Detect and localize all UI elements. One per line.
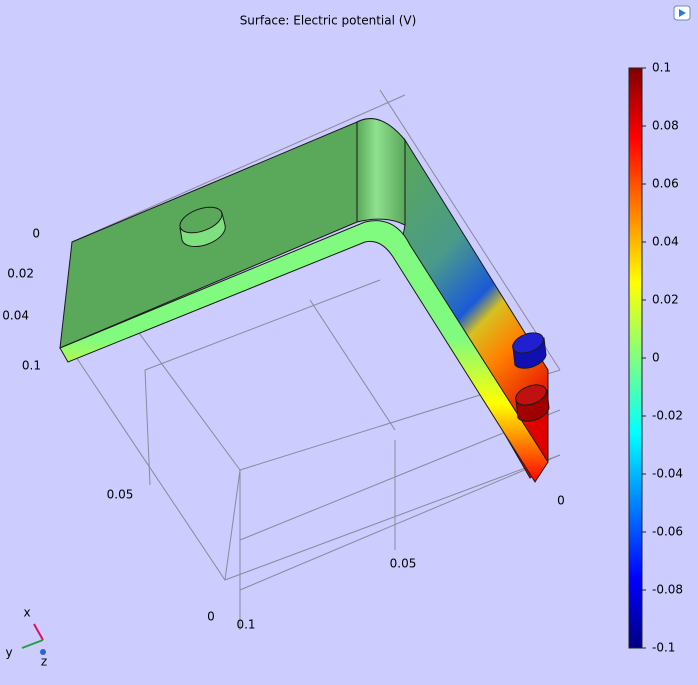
axis-tick-label: 0 bbox=[207, 610, 215, 624]
colorbar bbox=[628, 67, 643, 649]
plot-title: Surface: Electric potential (V) bbox=[240, 14, 417, 28]
red-terminal bbox=[515, 384, 550, 422]
triad bbox=[21, 623, 46, 655]
triad-label: z bbox=[41, 655, 47, 669]
logo bbox=[673, 5, 691, 21]
axis-tick-label: 0.1 bbox=[236, 618, 255, 632]
colorbar-tick-label: 0.04 bbox=[652, 235, 679, 249]
geometry bbox=[59, 118, 550, 483]
bend bbox=[356, 118, 406, 226]
axis-tick-label: 0.05 bbox=[107, 488, 134, 502]
colorbar-tick-label: 0.06 bbox=[652, 177, 679, 191]
triad-label: y bbox=[5, 646, 12, 660]
axis-tick-label: 0 bbox=[557, 494, 565, 508]
front-strip bbox=[59, 220, 549, 483]
axis-tick-label: 0.04 bbox=[2, 309, 29, 323]
colorbar-tick-label: -0.1 bbox=[652, 641, 675, 655]
colorbar-tick-label: -0.08 bbox=[652, 583, 683, 597]
boss bbox=[179, 206, 226, 248]
axis-tick-label: 0 bbox=[32, 227, 40, 241]
colorbar-tick-label: 0.1 bbox=[652, 61, 671, 75]
axis-tick-label: 0.02 bbox=[7, 267, 34, 281]
colorbar-tick-label: -0.04 bbox=[652, 467, 683, 481]
blue-terminal bbox=[512, 332, 547, 369]
colorbar-tick-label: 0.08 bbox=[652, 119, 679, 133]
colorbar-tick-label: 0 bbox=[652, 351, 660, 365]
triad-label: x bbox=[23, 606, 30, 620]
bounding-box bbox=[67, 89, 561, 630]
axis-tick-label: 0.1 bbox=[22, 359, 41, 373]
colorbar-tick-label: 0.02 bbox=[652, 293, 679, 307]
axis-tick-label: 0.05 bbox=[390, 557, 417, 571]
colorbar-tick-label: -0.02 bbox=[652, 409, 683, 423]
colorbar-tick-label: -0.06 bbox=[652, 525, 683, 539]
